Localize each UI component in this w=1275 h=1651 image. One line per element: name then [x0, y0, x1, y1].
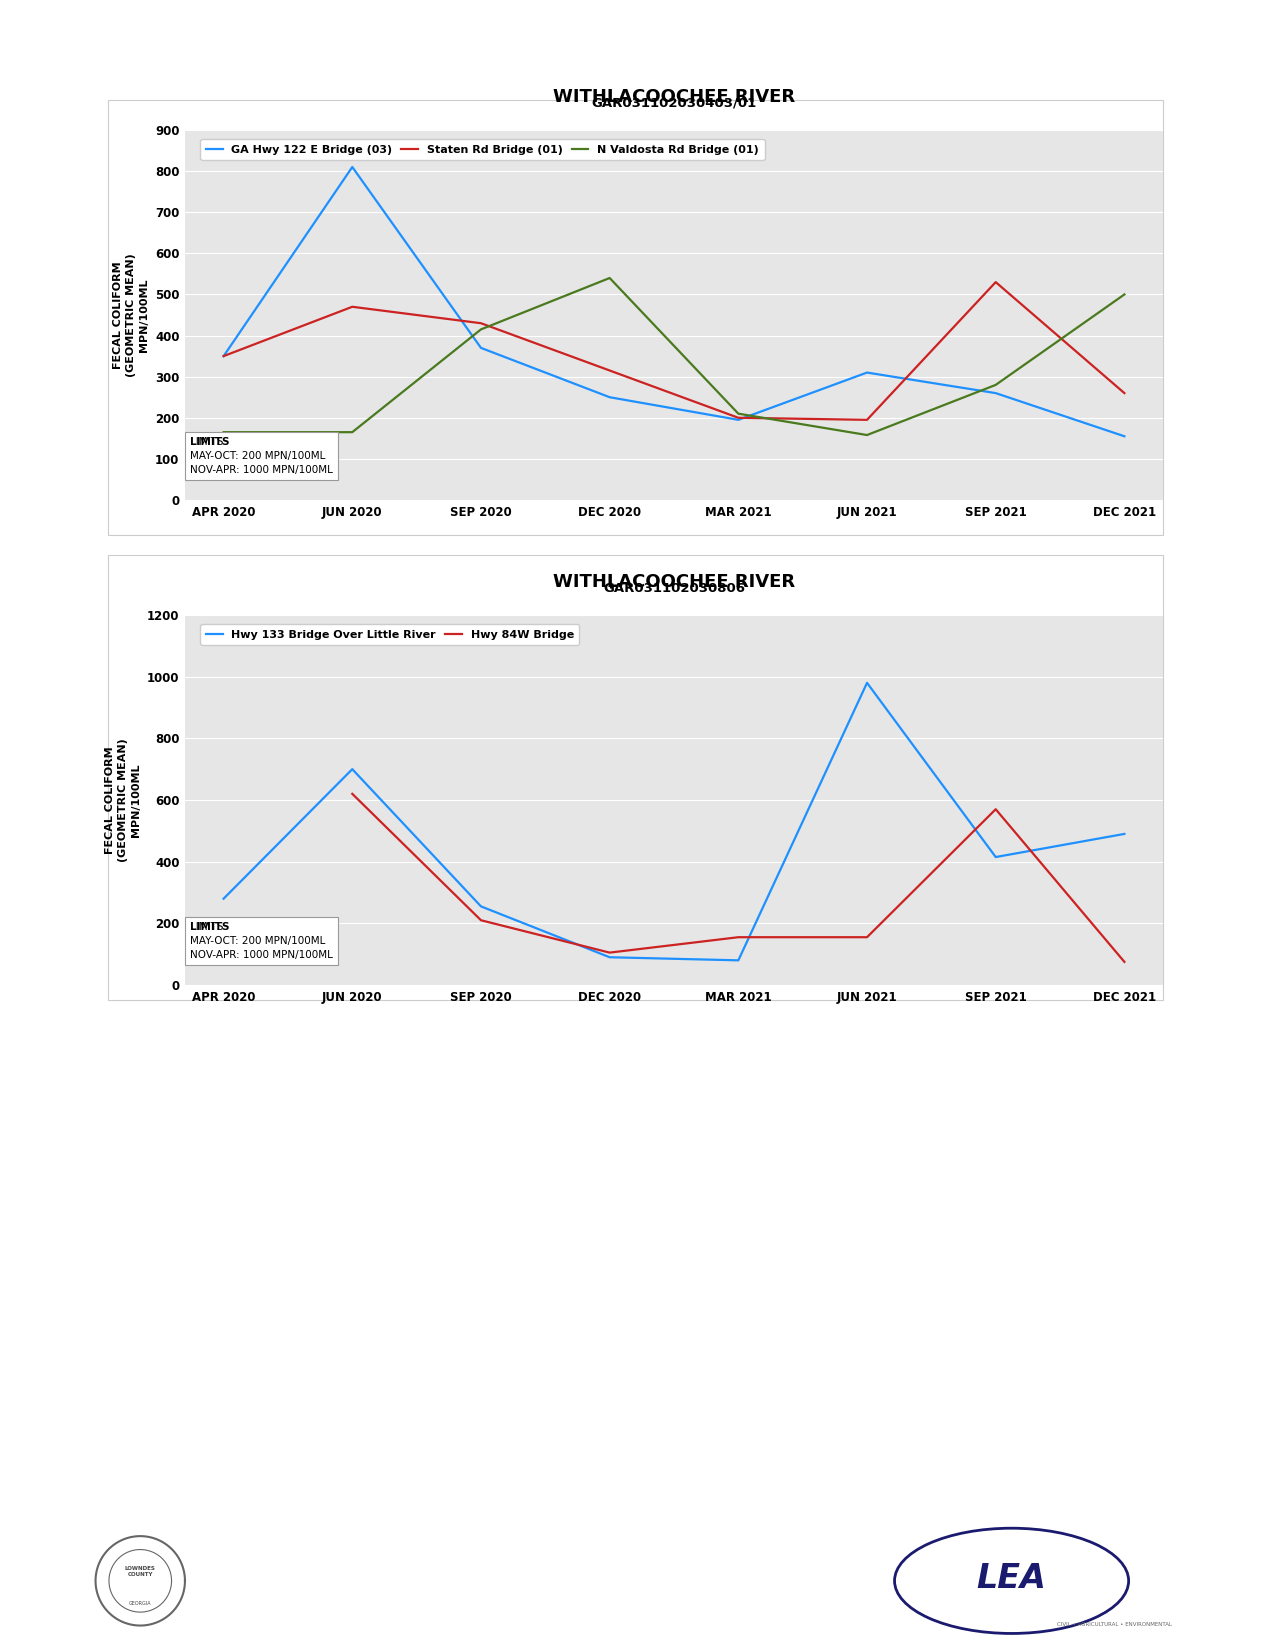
Title: WITHLACOOCHEE RIVER: WITHLACOOCHEE RIVER: [553, 573, 796, 591]
GA Hwy 122 E Bridge (03): [1117, 426, 1132, 446]
N Valdosta Rd Bridge (01): [344, 423, 360, 442]
Staten Rd Bridge (01): [473, 314, 488, 334]
Title: WITHLACOOCHEE RIVER: WITHLACOOCHEE RIVER: [553, 88, 796, 106]
Legend: Hwy 133 Bridge Over Little River, Hwy 84W Bridge: Hwy 133 Bridge Over Little River, Hwy 84…: [200, 624, 579, 646]
Hwy 84W Bridge: [473, 910, 488, 930]
Staten Rd Bridge (01): [859, 409, 875, 429]
Hwy 133 Bridge Over Little River: [1117, 824, 1132, 844]
Hwy 84W Bridge: [1117, 953, 1132, 972]
Text: LOWNDES
COUNTY: LOWNDES COUNTY: [125, 1567, 156, 1577]
N Valdosta Rd Bridge (01): [1117, 284, 1132, 304]
Line: GA Hwy 122 E Bridge (03): GA Hwy 122 E Bridge (03): [223, 167, 1125, 436]
GA Hwy 122 E Bridge (03): [215, 347, 231, 367]
N Valdosta Rd Bridge (01): [731, 404, 746, 424]
Staten Rd Bridge (01): [731, 408, 746, 428]
Hwy 84W Bridge: [602, 943, 617, 963]
Text: LIMITS
MAY-OCT: 200 MPN/100ML
NOV-APR: 1000 MPN/100ML: LIMITS MAY-OCT: 200 MPN/100ML NOV-APR: 1…: [190, 438, 333, 475]
Hwy 84W Bridge: [731, 928, 746, 948]
Hwy 133 Bridge Over Little River: [344, 759, 360, 779]
Staten Rd Bridge (01): [602, 360, 617, 380]
Text: CIVIL • AGRICULTURAL • ENVIRONMENTAL: CIVIL • AGRICULTURAL • ENVIRONMENTAL: [1057, 1621, 1172, 1626]
Text: GAR031102030806: GAR031102030806: [603, 581, 745, 594]
Legend: GA Hwy 122 E Bridge (03), Staten Rd Bridge (01), N Valdosta Rd Bridge (01): GA Hwy 122 E Bridge (03), Staten Rd Brid…: [200, 139, 765, 160]
Staten Rd Bridge (01): [344, 297, 360, 317]
GA Hwy 122 E Bridge (03): [344, 157, 360, 177]
N Valdosta Rd Bridge (01): [602, 267, 617, 287]
Line: Staten Rd Bridge (01): Staten Rd Bridge (01): [223, 282, 1125, 419]
Hwy 133 Bridge Over Little River: [215, 888, 231, 908]
Text: LIMITS
MAY-OCT: 200 MPN/100ML
NOV-APR: 1000 MPN/100ML: LIMITS MAY-OCT: 200 MPN/100ML NOV-APR: 1…: [190, 923, 333, 961]
Staten Rd Bridge (01): [988, 272, 1003, 292]
Hwy 133 Bridge Over Little River: [602, 948, 617, 967]
Text: LEA: LEA: [977, 1562, 1047, 1595]
Hwy 84W Bridge: [859, 928, 875, 948]
GA Hwy 122 E Bridge (03): [731, 409, 746, 429]
Hwy 84W Bridge: [988, 799, 1003, 819]
GA Hwy 122 E Bridge (03): [988, 383, 1003, 403]
Staten Rd Bridge (01): [1117, 383, 1132, 403]
Line: Hwy 84W Bridge: Hwy 84W Bridge: [352, 794, 1125, 963]
Text: LIMITS: LIMITS: [190, 438, 230, 447]
GA Hwy 122 E Bridge (03): [473, 338, 488, 358]
Text: GAR031102030403/01: GAR031102030403/01: [592, 97, 756, 109]
GA Hwy 122 E Bridge (03): [602, 388, 617, 408]
GA Hwy 122 E Bridge (03): [859, 363, 875, 383]
Hwy 133 Bridge Over Little River: [859, 674, 875, 693]
Y-axis label: FECAL COLIFORM
(GEOMETRIC MEAN)
MPN/100ML: FECAL COLIFORM (GEOMETRIC MEAN) MPN/100M…: [105, 738, 142, 862]
Line: Hwy 133 Bridge Over Little River: Hwy 133 Bridge Over Little River: [223, 684, 1125, 961]
Text: LIMITS: LIMITS: [190, 923, 230, 933]
Y-axis label: FECAL COLIFORM
(GEOMETRIC MEAN)
MPN/100ML: FECAL COLIFORM (GEOMETRIC MEAN) MPN/100M…: [113, 253, 149, 376]
Text: GEORGIA: GEORGIA: [129, 1601, 152, 1606]
Hwy 84W Bridge: [344, 784, 360, 804]
Line: N Valdosta Rd Bridge (01): N Valdosta Rd Bridge (01): [223, 277, 1125, 436]
Hwy 133 Bridge Over Little River: [731, 951, 746, 971]
N Valdosta Rd Bridge (01): [215, 423, 231, 442]
Staten Rd Bridge (01): [215, 347, 231, 367]
Ellipse shape: [895, 1529, 1128, 1633]
N Valdosta Rd Bridge (01): [988, 375, 1003, 395]
N Valdosta Rd Bridge (01): [473, 320, 488, 340]
Hwy 133 Bridge Over Little River: [988, 847, 1003, 867]
N Valdosta Rd Bridge (01): [859, 426, 875, 446]
Hwy 133 Bridge Over Little River: [473, 896, 488, 916]
